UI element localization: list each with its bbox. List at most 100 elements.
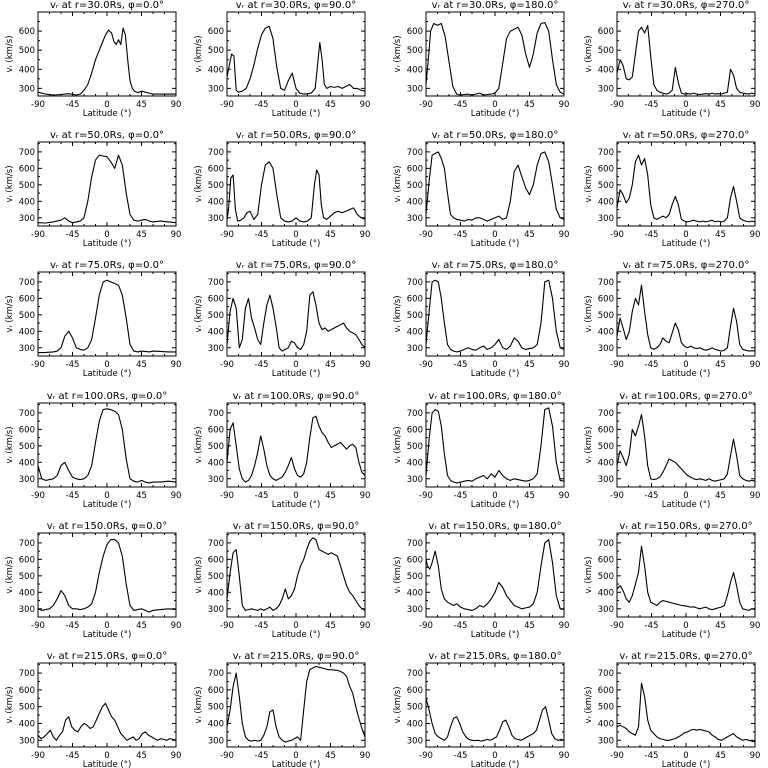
x-tick-label: -90 (220, 621, 234, 631)
x-tick-label: -45 (454, 621, 468, 631)
x-axis-label: Latitude (°) (662, 630, 711, 640)
y-tick-label: 700 (19, 409, 35, 419)
y-tick-label: 700 (19, 539, 35, 549)
x-tick-label: 45 (524, 491, 535, 501)
y-tick-label: 700 (598, 278, 614, 288)
x-tick-label: 0 (293, 100, 298, 110)
x-tick-label: 90 (559, 230, 570, 240)
y-tick-label: 600 (598, 425, 614, 435)
y-axis-label: vᵣ (km/s) (194, 686, 204, 723)
y-tick-label: 500 (208, 703, 224, 713)
x-axis-label: Latitude (°) (662, 500, 711, 510)
x-tick-label: 0 (104, 100, 109, 110)
y-tick-label: 400 (598, 197, 614, 207)
series-line (425, 407, 565, 484)
series-line (226, 291, 366, 352)
panel-title: vᵣ at r=50.0Rs, φ=270.0° (623, 130, 750, 141)
x-tick-label: -45 (454, 751, 468, 761)
panel-7: vᵣ at r=50.0Rs, φ=180.0° -90 -45 0 45 90 300 40… (393, 130, 569, 249)
y-tick-label: 300 (19, 214, 35, 224)
x-tick-label: 45 (715, 621, 726, 631)
y-tick-label: 500 (407, 311, 423, 321)
y-tick-label: 400 (598, 719, 614, 729)
series-line (616, 545, 756, 611)
x-axis-label: Latitude (°) (83, 500, 132, 510)
x-tick-label: 0 (104, 751, 109, 761)
panel-19: vᵣ at r=150.0Rs, φ=180.0° -90 -45 0 45 90 300 4… (393, 521, 569, 640)
series-line (37, 27, 176, 96)
panel-title: vᵣ at r=100.0Rs, φ=90.0° (233, 391, 360, 402)
x-tick-label: 90 (559, 491, 570, 501)
panel-22: vᵣ at r=215.0Rs, φ=90.0° -90 -45 0 45 90 300 40… (194, 651, 370, 768)
x-axis-label: Latitude (°) (471, 109, 520, 119)
x-tick-label: 90 (750, 100, 761, 110)
y-tick-label: 500 (407, 181, 423, 191)
series-line (616, 24, 756, 96)
y-tick-label: 500 (407, 572, 423, 582)
y-tick-label: 600 (407, 294, 423, 304)
plot-frame (37, 11, 177, 97)
plot-frame (226, 271, 366, 357)
panel-title: vᵣ at r=50.0Rs, φ=0.0° (50, 130, 164, 141)
x-tick-label: 45 (325, 491, 336, 501)
y-tick-label: 700 (598, 669, 614, 679)
y-tick-label: 400 (19, 327, 35, 337)
y-tick-label: 500 (19, 46, 35, 56)
plot-frame (425, 532, 565, 618)
y-axis-label: vᵣ (km/s) (5, 426, 15, 463)
panel-title: vᵣ at r=215.0Rs, φ=90.0° (233, 651, 360, 662)
y-tick-label: 400 (208, 327, 224, 337)
x-tick-label: 45 (715, 360, 726, 370)
y-axis-label: vᵣ (km/s) (5, 295, 15, 332)
panel-title: vᵣ at r=75.0Rs, φ=180.0° (432, 260, 559, 271)
series-line (226, 537, 366, 611)
x-tick-label: -90 (419, 360, 433, 370)
x-tick-label: -45 (454, 491, 468, 501)
x-tick-label: 0 (683, 360, 688, 370)
x-tick-label: -90 (31, 100, 45, 110)
y-tick-label: 700 (208, 669, 224, 679)
series-line (37, 539, 177, 613)
y-tick-label: 600 (208, 294, 224, 304)
panel-title: vᵣ at r=30.0Rs, φ=0.0° (50, 0, 164, 11)
y-tick-label: 400 (407, 197, 423, 207)
y-tick-label: 400 (407, 719, 423, 729)
y-tick-label: 300 (407, 84, 423, 94)
y-tick-label: 400 (598, 588, 614, 598)
x-tick-label: -90 (220, 100, 234, 110)
x-tick-label: 90 (360, 100, 371, 110)
x-axis-label: Latitude (°) (662, 109, 711, 119)
x-tick-label: -90 (610, 100, 624, 110)
x-axis-label: Latitude (°) (83, 630, 132, 640)
y-tick-label: 300 (19, 605, 35, 615)
panel-18: vᵣ at r=150.0Rs, φ=90.0° -90 -45 0 45 90 300 40… (194, 521, 370, 640)
y-tick-label: 500 (19, 572, 35, 582)
x-tick-label: 45 (136, 100, 147, 110)
series-line (425, 539, 565, 611)
x-tick-label: 0 (492, 360, 497, 370)
y-tick-label: 300 (598, 475, 614, 485)
x-tick-label: -45 (66, 230, 80, 240)
y-tick-label: 600 (208, 425, 224, 435)
y-tick-label: 600 (19, 686, 35, 696)
x-tick-label: 90 (171, 491, 182, 501)
y-tick-label: 600 (598, 555, 614, 565)
y-axis-label: vᵣ (km/s) (584, 295, 594, 332)
x-tick-label: 45 (325, 751, 336, 761)
x-axis-label: Latitude (°) (272, 630, 321, 640)
x-tick-label: -45 (66, 100, 80, 110)
x-tick-label: 0 (104, 491, 109, 501)
plot-frame (226, 532, 366, 618)
y-tick-label: 500 (208, 46, 224, 56)
y-axis-label: vᵣ (km/s) (393, 556, 403, 593)
panel-12: vᵣ at r=75.0Rs, φ=270.0° -90 -45 0 45 90 300 40… (584, 260, 760, 379)
panel-title: vᵣ at r=30.0Rs, φ=180.0° (432, 0, 559, 11)
panel-title: vᵣ at r=150.0Rs, φ=180.0° (428, 521, 561, 532)
y-tick-label: 600 (19, 27, 35, 37)
series-line (616, 413, 756, 482)
y-tick-label: 300 (19, 736, 35, 746)
x-tick-label: 45 (325, 230, 336, 240)
series-line (37, 408, 177, 484)
x-tick-label: -90 (220, 360, 234, 370)
plot-frame (226, 662, 366, 748)
